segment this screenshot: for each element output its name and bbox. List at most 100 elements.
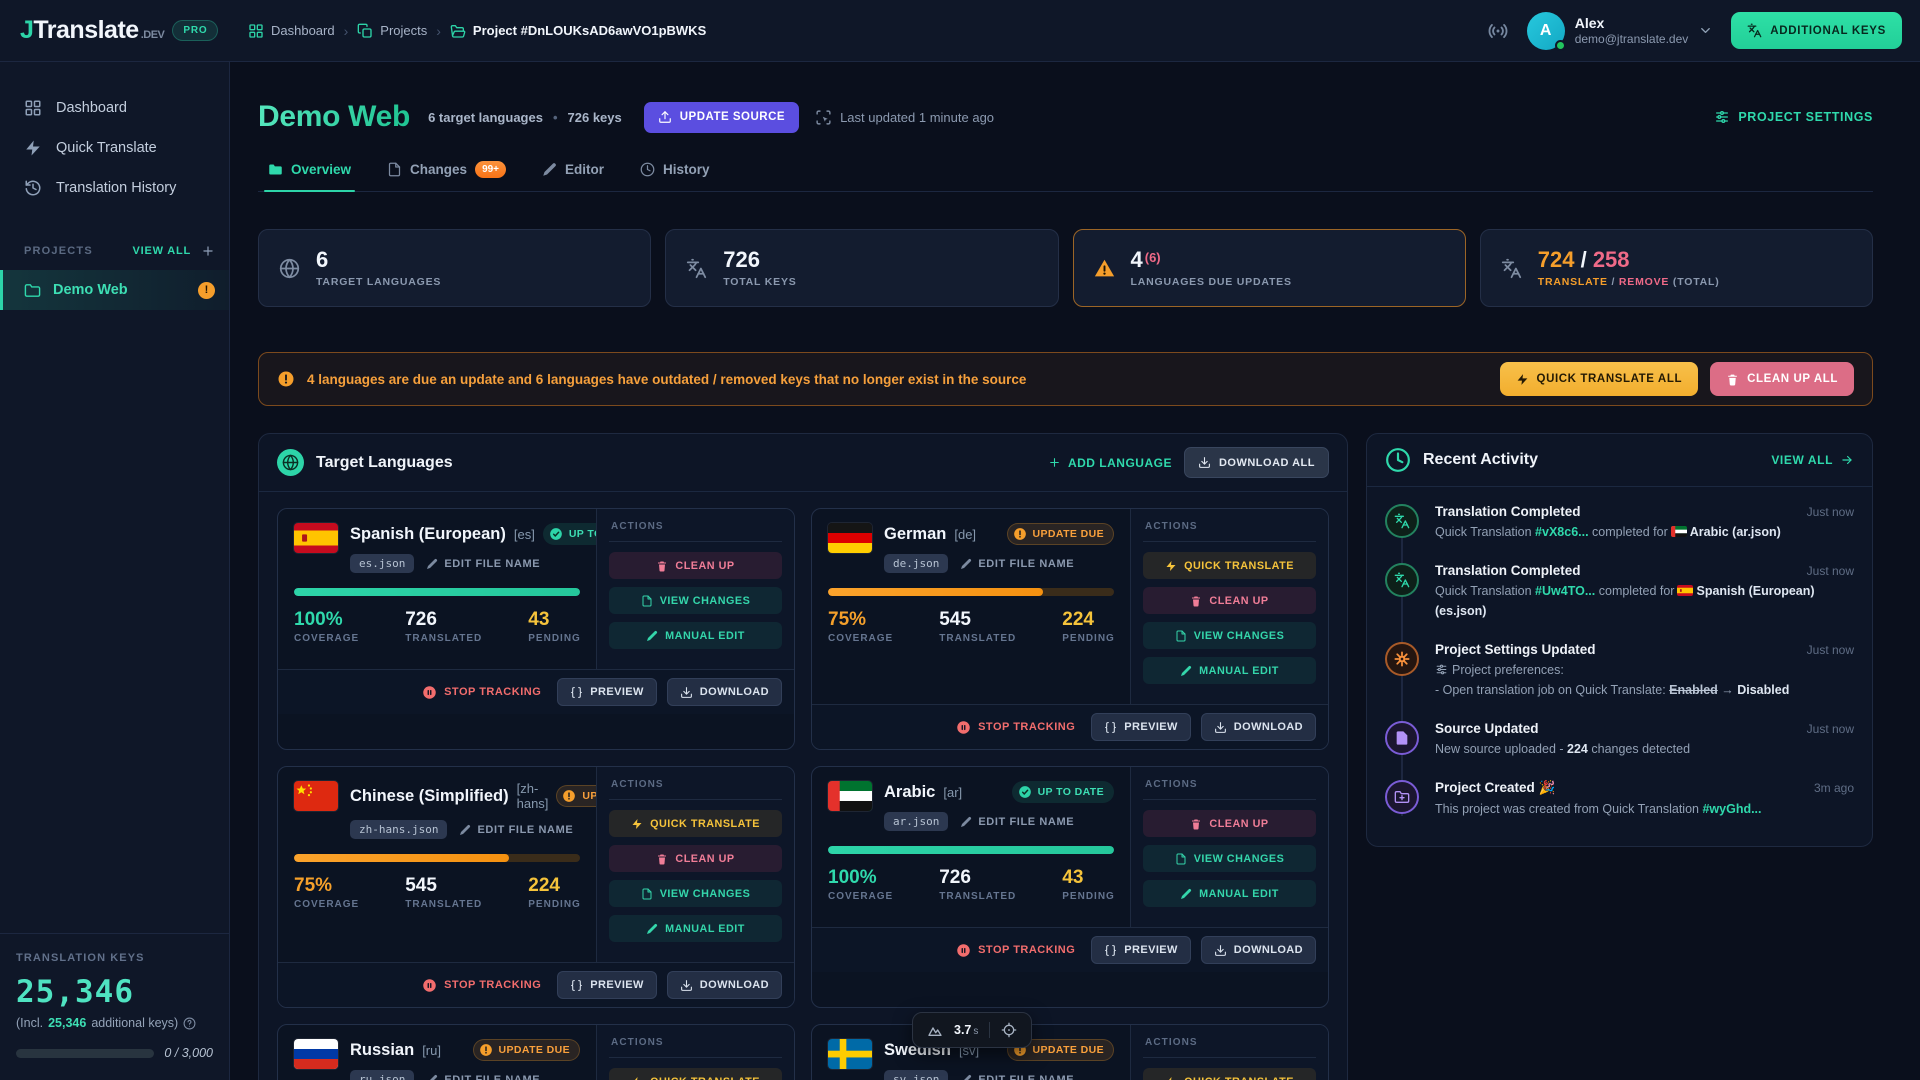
add-project-button[interactable]	[201, 244, 215, 258]
sidebar-item-dashboard[interactable]: Dashboard	[0, 88, 229, 128]
quick-translate-button[interactable]: QUICK TRANSLATE	[1143, 1068, 1316, 1080]
additional-keys-button[interactable]: ADDITIONAL KEYS	[1731, 12, 1902, 49]
activity-item[interactable]: Source Updated Just now New source uploade…	[1385, 710, 1854, 769]
edit-file-name-button[interactable]: EDIT FILE NAME	[459, 824, 573, 836]
clean-up-button[interactable]: CLEAN UP	[609, 552, 782, 579]
translated-value: 726	[939, 867, 971, 888]
preview-button[interactable]: PREVIEW	[1091, 936, 1191, 964]
plus-icon	[1048, 456, 1061, 469]
view-changes-button[interactable]: VIEW CHANGES	[1143, 622, 1316, 649]
crosshair-icon	[1001, 1022, 1017, 1038]
file-name-chip[interactable]: es.json	[350, 554, 415, 573]
user-menu[interactable]: A Alex demo@jtranslate.dev	[1526, 11, 1714, 51]
projects-list: Demo Web!	[0, 258, 229, 310]
clean-up-button[interactable]: CLEAN UP	[1143, 810, 1316, 837]
stat-card-1: 726 TOTAL KEYS	[665, 229, 1059, 307]
pencil-icon	[960, 558, 972, 570]
tab-changes[interactable]: Changes 99+	[387, 161, 507, 191]
pending-value: 43	[528, 609, 550, 630]
sidebar: Dashboard Quick Translate Translation Hist…	[0, 62, 230, 1080]
manual-edit-button[interactable]: MANUAL EDIT	[1143, 657, 1316, 684]
stop-tracking-button[interactable]: STOP TRACKING	[422, 978, 541, 993]
clean-up-button[interactable]: CLEAN UP	[609, 845, 782, 872]
activity-item[interactable]: Translation Completed Just now Quick Trans…	[1385, 493, 1854, 552]
preview-button[interactable]: PREVIEW	[557, 678, 657, 706]
download-button[interactable]: DOWNLOAD	[666, 678, 782, 706]
edit-file-name-button[interactable]: EDIT FILE NAME	[426, 558, 540, 570]
sidebar-project-demo-web[interactable]: Demo Web!	[0, 270, 229, 310]
languages-icon	[1394, 513, 1410, 529]
quick-translate-button[interactable]: QUICK TRANSLATE	[1143, 552, 1316, 579]
stop-tracking-button[interactable]: STOP TRACKING	[956, 943, 1075, 958]
manual-edit-button[interactable]: MANUAL EDIT	[1143, 880, 1316, 907]
preview-button[interactable]: PREVIEW	[557, 971, 657, 999]
gear-icon	[1394, 651, 1410, 667]
view-changes-button[interactable]: VIEW CHANGES	[609, 880, 782, 907]
projects-view-all-link[interactable]: VIEW ALL	[132, 245, 191, 257]
download-button[interactable]: DOWNLOAD	[1200, 713, 1316, 741]
breadcrumb-item[interactable]: Projects	[357, 23, 427, 39]
status-badge: UP TO DATE	[1011, 781, 1114, 803]
file-name-chip[interactable]: ar.json	[884, 812, 949, 831]
activity-description: This project was created from Quick Tran…	[1435, 802, 1762, 817]
activity-item[interactable]: Project Settings Updated Just now Project …	[1385, 631, 1854, 710]
manual-edit-button[interactable]: MANUAL EDIT	[609, 622, 782, 649]
stat-label: TARGET LANGUAGES	[316, 275, 442, 288]
card-actions: ACTIONS CLEAN UP VIEW CHANGES MANUAL EDIT	[1130, 767, 1328, 927]
flag-ru	[294, 1039, 338, 1069]
download-button[interactable]: DOWNLOAD	[1200, 936, 1316, 964]
activity-time: Just now	[1806, 564, 1854, 579]
breadcrumb-separator: ›	[343, 22, 349, 39]
download-all-button[interactable]: DOWNLOAD ALL	[1183, 447, 1329, 478]
stop-tracking-button[interactable]: STOP TRACKING	[422, 685, 541, 700]
pending-value: 224	[528, 875, 560, 896]
project-settings-button[interactable]: PROJECT SETTINGS	[1714, 109, 1873, 125]
quick-translate-all-button[interactable]: QUICK TRANSLATE ALL	[1499, 362, 1699, 396]
activity-item[interactable]: Translation Completed Just now Quick Trans…	[1385, 552, 1854, 631]
file-name-chip[interactable]: sv.json	[884, 1070, 949, 1080]
file-name-chip[interactable]: zh-hans.json	[350, 820, 448, 839]
history-icon	[24, 179, 42, 197]
edit-file-name-button[interactable]: EDIT FILE NAME	[960, 558, 1074, 570]
logo[interactable]: JTranslate .DEV PRO	[0, 16, 230, 45]
flag-ae	[828, 781, 872, 811]
quick-translate-button[interactable]: QUICK TRANSLATE	[609, 810, 782, 837]
view-changes-button[interactable]: VIEW CHANGES	[609, 587, 782, 614]
coverage-value: 100%	[828, 867, 877, 888]
activity-item[interactable]: Project Created 🎉 3m ago This project was …	[1385, 769, 1854, 829]
edit-file-name-button[interactable]: EDIT FILE NAME	[426, 1074, 540, 1080]
broadcast-icon[interactable]	[1487, 20, 1509, 42]
tab-editor[interactable]: Editor	[542, 161, 604, 191]
update-source-button[interactable]: UPDATE SOURCE	[643, 101, 800, 133]
activity-title: Project Created 🎉	[1435, 780, 1556, 796]
language-name: Russian	[350, 1040, 415, 1059]
file-icon	[1175, 853, 1187, 865]
quick-translate-button[interactable]: QUICK TRANSLATE	[609, 1068, 782, 1080]
add-language-button[interactable]: ADD LANGUAGE	[1048, 456, 1172, 470]
file-name-chip[interactable]: de.json	[884, 554, 949, 573]
bolt-icon	[631, 1076, 643, 1080]
sidebar-item-translation-history[interactable]: Translation History	[0, 168, 229, 208]
preview-button[interactable]: PREVIEW	[1091, 713, 1191, 741]
view-changes-button[interactable]: VIEW CHANGES	[1143, 845, 1316, 872]
clean-up-all-button[interactable]: CLEAN UP ALL	[1710, 362, 1854, 396]
edit-file-name-button[interactable]: EDIT FILE NAME	[960, 1074, 1074, 1080]
download-button[interactable]: DOWNLOAD	[666, 971, 782, 999]
stat-label: TOTAL KEYS	[723, 275, 797, 288]
tab-overview[interactable]: Overview	[263, 161, 356, 192]
stop-tracking-button[interactable]: STOP TRACKING	[956, 720, 1075, 735]
tab-history[interactable]: History	[640, 161, 710, 191]
breadcrumb-item[interactable]: Dashboard	[248, 23, 335, 39]
performance-overlay-pill[interactable]: 3.7 s	[912, 1012, 1033, 1048]
card-footer: STOP TRACKING PREVIEW DOWNLOAD	[812, 704, 1328, 749]
sidebar-item-quick-translate[interactable]: Quick Translate	[0, 128, 229, 168]
file-name-chip[interactable]: ru.json	[350, 1070, 415, 1080]
manual-edit-button[interactable]: MANUAL EDIT	[609, 915, 782, 942]
languages-icon	[1394, 572, 1410, 588]
sliders-icon	[1714, 109, 1730, 125]
clean-up-button[interactable]: CLEAN UP	[1143, 587, 1316, 614]
activity-view-all-link[interactable]: VIEW ALL	[1771, 453, 1854, 467]
breadcrumb-item[interactable]: Project #DnLOUKsAD6awVO1pBWKS	[450, 23, 706, 39]
translated-value: 545	[939, 609, 971, 630]
edit-file-name-button[interactable]: EDIT FILE NAME	[960, 816, 1074, 828]
